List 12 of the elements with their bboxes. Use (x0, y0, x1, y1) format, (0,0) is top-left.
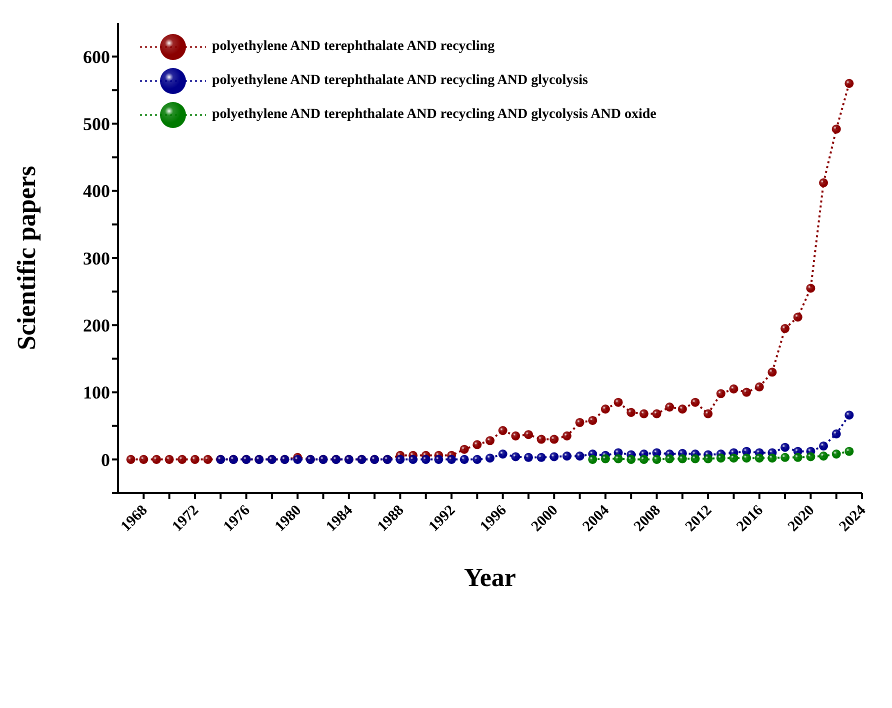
legend-label: polyethylene AND terephthalate AND recycling AND glycolysis (212, 73, 588, 89)
y-axis-title: Scientific papers (12, 166, 42, 350)
y-tick-label: 200 (83, 316, 110, 336)
y-tick-label: 300 (83, 248, 110, 268)
y-tick-label: 600 (83, 46, 110, 67)
y-tick-label: 500 (83, 114, 110, 134)
legend-label: polyethylene AND terephthalate AND recycling (212, 39, 495, 55)
y-tick-label: 0 (101, 450, 110, 470)
y-tick-label: 100 (83, 382, 110, 403)
y-tick-label: 400 (83, 181, 110, 202)
legend-label: polyethylene AND terephthalate AND recycling AND glycolysis AND oxide (212, 107, 656, 123)
x-axis-title: Year (464, 563, 516, 592)
